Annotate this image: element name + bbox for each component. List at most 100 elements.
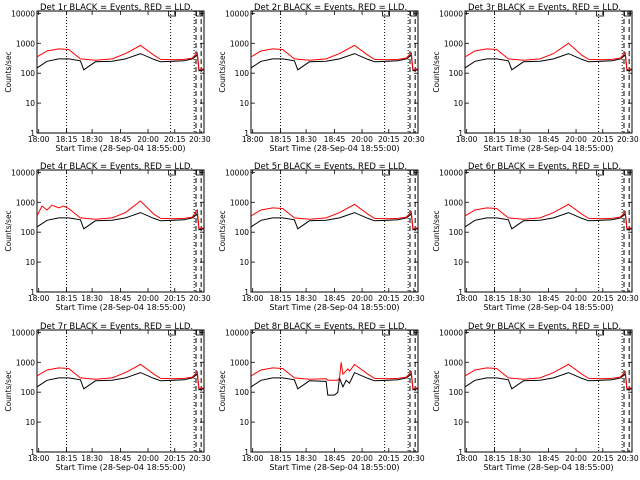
- x-tick-label: 18:45: [324, 135, 346, 144]
- y-tick-label: 1: [458, 129, 463, 138]
- top-marker: [596, 10, 604, 17]
- y-tick-label: 100: [235, 69, 250, 78]
- top-marker: [596, 169, 604, 176]
- y-tick-label: 1000: [230, 358, 249, 367]
- x-tick-label: 20:00: [351, 294, 373, 303]
- panel-title: Det 4r BLACK = Events, RED = LLD.: [40, 162, 193, 172]
- x-tick-label: 18:15: [484, 135, 506, 144]
- plot-frame: [464, 169, 633, 293]
- y-tick-label: 1000: [444, 39, 463, 48]
- x-tick-label: 18:45: [110, 294, 132, 303]
- panel-2: Det 2r BLACK = Events, RED = LLD. 1 10 100 1…: [218, 3, 425, 153]
- y-tick-label: 10000: [439, 9, 463, 18]
- y-axis-label: Counts/sec: [218, 370, 227, 411]
- top-marker: [382, 329, 391, 336]
- y-axis-label: Counts/sec: [218, 210, 227, 251]
- x-tick-label: 20:30: [403, 454, 425, 463]
- x-tick-label: 20:30: [403, 294, 425, 303]
- y-tick-label: 1: [244, 448, 249, 457]
- y-tick-label: 10: [25, 99, 35, 108]
- y-tick-label: 10: [453, 99, 463, 108]
- panel-title: Det 5r BLACK = Events, RED = LLD.: [254, 162, 407, 172]
- y-axis-label: Counts/sec: [4, 210, 13, 251]
- x-tick-label: 20:15: [592, 454, 614, 463]
- panel-4: Det 4r BLACK = Events, RED = LLD. 1 10 100 1…: [4, 162, 211, 312]
- series-line-events: [250, 53, 419, 72]
- x-tick-label: 20:15: [378, 135, 400, 144]
- x-tick-label: 20:15: [592, 135, 614, 144]
- y-tick-label: 100: [21, 228, 36, 237]
- x-tick-label: 18:45: [110, 135, 132, 144]
- y-tick-label: 10: [453, 258, 463, 267]
- y-tick-label: 10000: [11, 168, 35, 177]
- panel-title: Det 9r BLACK = Events, RED = LLD.: [468, 322, 621, 332]
- y-tick-label: 10: [25, 258, 35, 267]
- series-line-events: [250, 212, 419, 231]
- panel-title: Det 3r BLACK = Events, RED = LLD.: [468, 3, 621, 13]
- y-tick-label: 1000: [16, 198, 35, 207]
- x-tick-label: 18:45: [324, 454, 346, 463]
- y-tick-label: 1000: [230, 39, 249, 48]
- y-axis-label: Counts/sec: [432, 210, 441, 251]
- y-tick-label: 100: [449, 388, 464, 397]
- y-axis-label: Counts/sec: [432, 51, 441, 92]
- panel-title: Det 8r BLACK = Events, RED = LLD.: [254, 322, 407, 332]
- panel-title: Det 2r BLACK = Events, RED = LLD.: [254, 3, 407, 13]
- x-tick-label: 18:30: [509, 294, 531, 303]
- y-tick-label: 100: [449, 228, 464, 237]
- y-tick-label: 1: [30, 129, 35, 138]
- x-tick-label: 18:45: [538, 135, 560, 144]
- y-tick-label: 1000: [230, 198, 249, 207]
- top-marker: [168, 169, 177, 176]
- y-tick-label: 10: [25, 418, 35, 427]
- x-tick-label: 18:30: [509, 454, 531, 463]
- series-line-events: [250, 371, 419, 396]
- x-tick-label: 18:00: [456, 294, 478, 303]
- y-tick-label: 10: [239, 418, 249, 427]
- y-tick-label: 10000: [225, 168, 249, 177]
- x-tick-label: 20:00: [137, 135, 159, 144]
- panel-title: Det 1r BLACK = Events, RED = LLD.: [40, 3, 193, 13]
- series-line-lld: [464, 363, 633, 390]
- y-tick-label: 1000: [444, 358, 463, 367]
- x-tick-label: 18:15: [56, 454, 78, 463]
- series-line-lld: [36, 363, 205, 390]
- plot-frame: [36, 329, 205, 453]
- x-tick-label: 20:30: [617, 135, 639, 144]
- series-line-lld: [36, 200, 205, 230]
- x-tick-label: 20:15: [164, 454, 186, 463]
- x-tick-label: 18:15: [270, 454, 292, 463]
- y-tick-label: 10000: [225, 9, 249, 18]
- x-tick-label: 18:45: [538, 294, 560, 303]
- y-tick-label: 1: [458, 288, 463, 297]
- x-tick-label: 18:15: [484, 294, 506, 303]
- panel-1: Det 1r BLACK = Events, RED = LLD. 1 10 100 1…: [4, 3, 211, 153]
- y-tick-label: 1000: [16, 358, 35, 367]
- x-tick-label: 18:30: [295, 454, 317, 463]
- y-tick-label: 100: [235, 228, 250, 237]
- x-tick-label: 18:00: [242, 135, 264, 144]
- series-line-events: [36, 212, 205, 231]
- panel-6: Det 6r BLACK = Events, RED = LLD. 1 10 100 1…: [432, 162, 639, 312]
- series-line-lld: [250, 44, 419, 71]
- x-tick-label: 18:00: [28, 454, 50, 463]
- x-axis-label: Start Time (28-Sep-04 18:55:00): [483, 144, 613, 153]
- y-tick-label: 1: [30, 288, 35, 297]
- y-tick-label: 10000: [11, 9, 35, 18]
- series-line-events: [464, 372, 633, 391]
- x-tick-label: 20:30: [189, 454, 211, 463]
- panel-title: Det 7r BLACK = Events, RED = LLD.: [40, 322, 193, 332]
- plot-frame: [464, 10, 633, 134]
- y-tick-label: 1: [30, 448, 35, 457]
- y-tick-label: 10000: [439, 328, 463, 337]
- x-tick-label: 20:30: [403, 135, 425, 144]
- x-tick-label: 20:00: [137, 454, 159, 463]
- y-tick-label: 10000: [225, 328, 249, 337]
- x-tick-label: 20:00: [137, 294, 159, 303]
- panel-3: Det 3r BLACK = Events, RED = LLD. 1 10 100 1…: [432, 3, 639, 153]
- x-axis-label: Start Time (28-Sep-04 18:55:00): [483, 463, 613, 472]
- plot-frame: [36, 10, 205, 134]
- x-tick-label: 18:00: [456, 454, 478, 463]
- top-marker: [596, 329, 604, 336]
- x-tick-label: 20:15: [164, 294, 186, 303]
